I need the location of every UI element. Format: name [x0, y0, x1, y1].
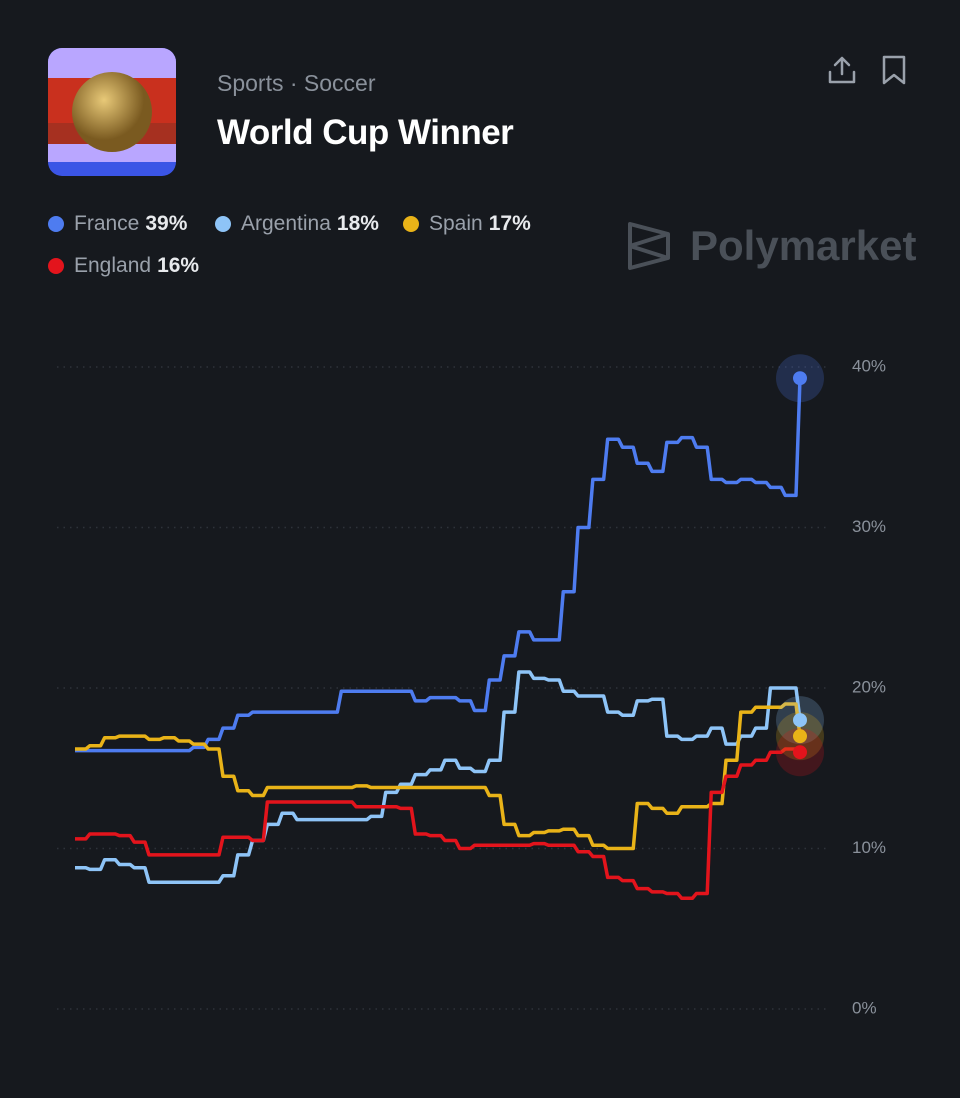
- market-icon: [48, 48, 176, 176]
- legend-name: Spain: [429, 212, 483, 235]
- y-tick-label: 10%: [852, 838, 886, 857]
- legend-name: Argentina: [241, 212, 331, 235]
- legend-value: 18%: [336, 212, 379, 235]
- legend-value: 39%: [145, 212, 188, 235]
- bookmark-button[interactable]: [880, 54, 908, 86]
- legend-name: France: [74, 212, 140, 235]
- y-tick-label: 30%: [852, 517, 886, 536]
- legend-dot: [48, 216, 64, 232]
- series-line: [75, 747, 802, 901]
- watermark: Polymarket: [690, 222, 917, 269]
- y-tick-label: 0%: [852, 998, 877, 1017]
- legend-dot: [48, 258, 64, 274]
- legend-dot: [215, 216, 231, 232]
- legend-item: France 39%: [48, 212, 187, 236]
- title: World Cup Winner: [217, 113, 514, 152]
- end-dot: [793, 713, 807, 728]
- series-line: [75, 702, 802, 851]
- legend-name: England: [74, 254, 152, 277]
- series-line: [75, 378, 802, 753]
- legend-dot: [403, 216, 419, 232]
- share-button[interactable]: [826, 54, 858, 86]
- series-line: [75, 670, 802, 884]
- end-dot: [793, 371, 807, 386]
- legend-item: Argentina 18%: [215, 212, 379, 236]
- y-tick-label: 40%: [852, 356, 886, 375]
- legend-value: 16%: [157, 254, 200, 277]
- watermark-logo: [628, 222, 670, 270]
- legend-item: England 16%: [48, 254, 199, 278]
- end-dot: [793, 745, 807, 760]
- legend-item: Spain 17%: [403, 212, 531, 236]
- end-dot: [793, 729, 807, 744]
- legend-value: 17%: [488, 212, 531, 235]
- category: Sports · Soccer: [217, 70, 376, 96]
- y-tick-label: 20%: [852, 677, 886, 696]
